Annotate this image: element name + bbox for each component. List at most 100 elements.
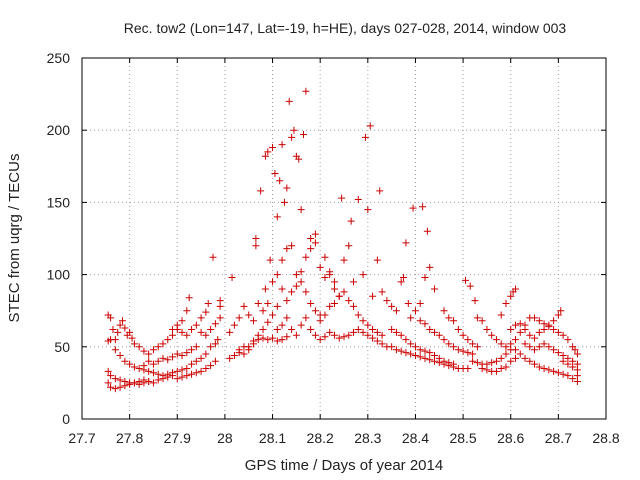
- data-point: [292, 331, 300, 339]
- data-point: [521, 325, 529, 333]
- data-point: [316, 317, 324, 325]
- data-point: [426, 349, 434, 357]
- data-point: [188, 325, 196, 333]
- data-point: [116, 351, 124, 359]
- data-point: [366, 122, 374, 130]
- data-point: [273, 337, 281, 345]
- data-point: [378, 331, 386, 339]
- data-point: [159, 372, 167, 380]
- y-tick-label: 250: [47, 50, 71, 66]
- data-point: [392, 328, 400, 336]
- data-point: [202, 350, 210, 358]
- data-point: [388, 325, 396, 333]
- data-point: [254, 331, 262, 339]
- data-point: [550, 367, 558, 375]
- data-point: [526, 357, 534, 365]
- data-point: [271, 170, 279, 178]
- data-point: [450, 363, 458, 371]
- data-point: [469, 340, 477, 348]
- data-point: [302, 87, 310, 95]
- data-point: [421, 273, 429, 281]
- data-point: [264, 148, 272, 156]
- data-point: [311, 331, 319, 339]
- data-point: [540, 364, 548, 372]
- data-point: [283, 184, 291, 192]
- data-point: [488, 331, 496, 339]
- data-point: [345, 297, 353, 305]
- data-point: [321, 273, 329, 281]
- data-point: [511, 346, 519, 354]
- data-point: [302, 288, 310, 296]
- data-point: [388, 343, 396, 351]
- data-point: [459, 331, 467, 339]
- data-point: [431, 285, 439, 293]
- data-point: [297, 278, 305, 286]
- data-point: [426, 263, 434, 271]
- data-point: [550, 317, 558, 325]
- data-point: [290, 126, 298, 134]
- data-point: [557, 307, 565, 315]
- data-point: [392, 307, 400, 315]
- x-tick-label: 27.8: [116, 430, 143, 446]
- data-point: [164, 356, 172, 364]
- y-tick-label: 150: [47, 194, 71, 210]
- data-point: [488, 359, 496, 367]
- data-point: [526, 343, 534, 351]
- data-point: [492, 336, 500, 344]
- data-point: [350, 328, 358, 336]
- data-point: [350, 278, 358, 286]
- data-point: [569, 375, 577, 383]
- data-point: [283, 333, 291, 341]
- data-point: [116, 376, 124, 384]
- data-point: [230, 321, 238, 329]
- data-point: [407, 314, 415, 322]
- data-point: [130, 340, 138, 348]
- data-point: [228, 273, 236, 281]
- data-point: [450, 343, 458, 351]
- data-point: [516, 328, 524, 336]
- data-point: [435, 331, 443, 339]
- x-tick-label: 28.6: [497, 430, 524, 446]
- data-point: [269, 278, 277, 286]
- data-point: [423, 227, 431, 235]
- data-point: [340, 288, 348, 296]
- data-point: [164, 370, 172, 378]
- data-point: [469, 357, 477, 365]
- data-point: [202, 331, 210, 339]
- data-point: [192, 369, 200, 377]
- data-point: [235, 314, 243, 322]
- data-point: [511, 354, 519, 362]
- data-point: [295, 155, 303, 163]
- data-point: [402, 349, 410, 357]
- data-point: [354, 311, 362, 319]
- data-point: [497, 311, 505, 319]
- data-point: [347, 217, 355, 225]
- data-point: [116, 321, 124, 329]
- data-point: [107, 372, 115, 380]
- data-point: [326, 268, 334, 276]
- data-point: [145, 377, 153, 385]
- data-point: [535, 343, 543, 351]
- data-point: [450, 317, 458, 325]
- data-point: [369, 292, 377, 300]
- data-point: [149, 360, 157, 368]
- data-point: [550, 346, 558, 354]
- data-point: [421, 347, 429, 355]
- data-point: [402, 239, 410, 247]
- axis-ticks: 27.7 27.8 27.9 28 28.1 28.2 28.3 28.4 28.5 28.6 28…: [47, 50, 620, 446]
- x-tick-label: 27.9: [164, 430, 191, 446]
- data-point: [104, 379, 112, 387]
- data-point: [273, 325, 281, 333]
- data-point: [202, 308, 210, 316]
- data-point: [545, 366, 553, 374]
- data-point: [330, 285, 338, 293]
- data-point: [373, 256, 381, 264]
- data-point: [230, 351, 238, 359]
- data-point: [378, 288, 386, 296]
- data-point: [211, 357, 219, 365]
- data-point: [507, 292, 515, 300]
- data-point: [364, 206, 372, 214]
- data-point: [321, 311, 329, 319]
- x-tick-label: 28.7: [545, 430, 572, 446]
